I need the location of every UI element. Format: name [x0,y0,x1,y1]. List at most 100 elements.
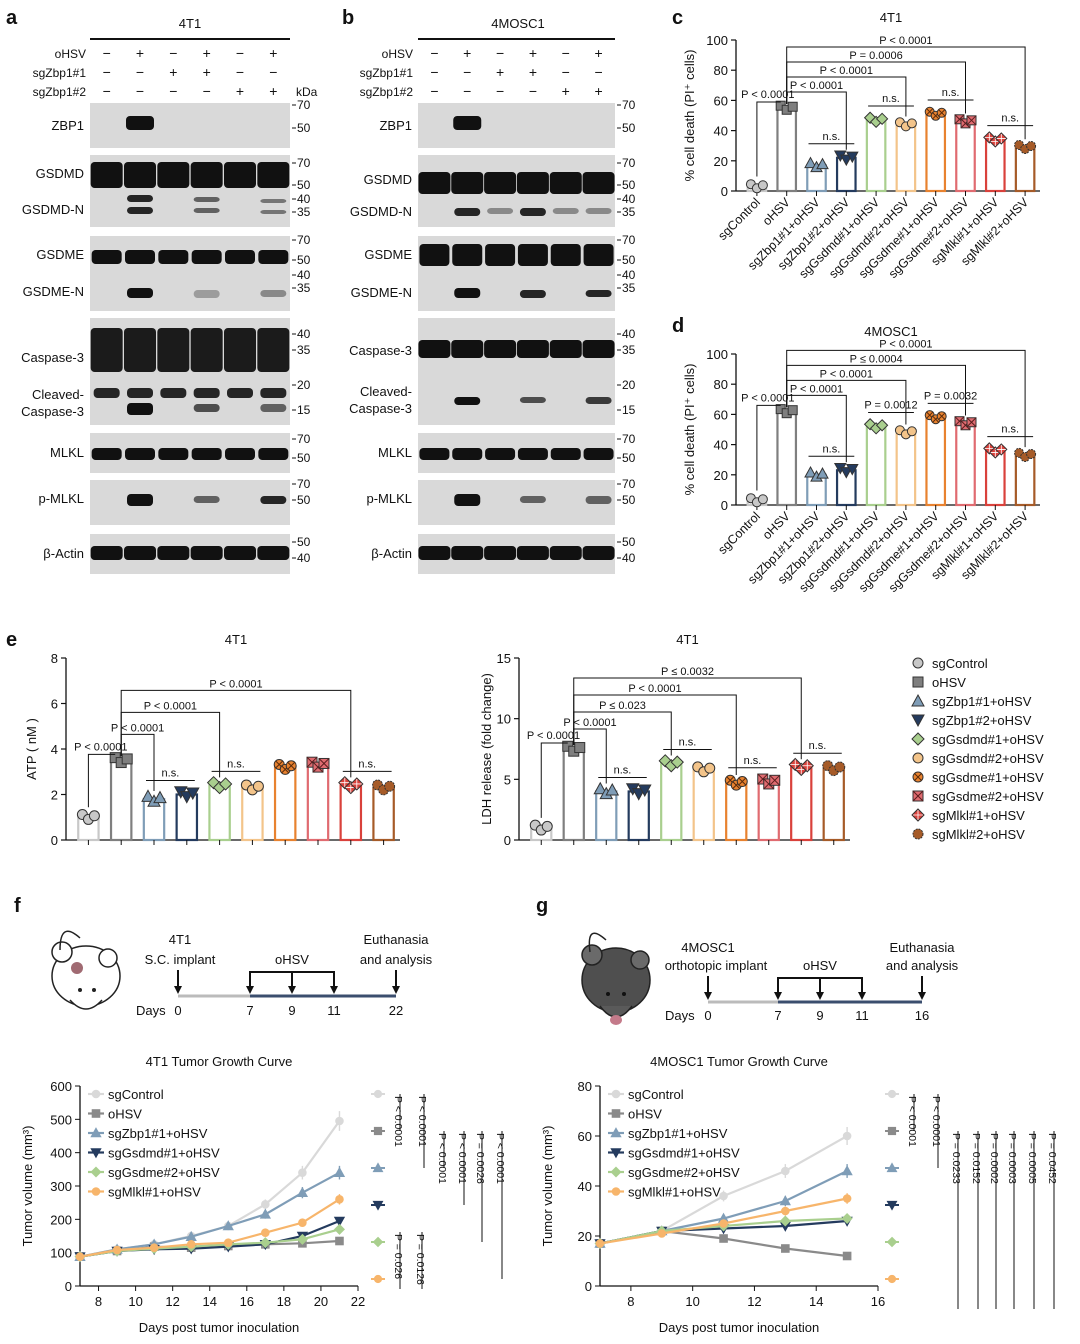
blot-sign: + [496,64,504,80]
legend-marker [912,752,924,764]
mw-marker: 50 [622,178,636,192]
y-tick-label: 20 [714,154,728,169]
blot-protein-label: p-MLKL [38,491,84,506]
blot-band [127,388,153,398]
blot-band [484,546,517,560]
legend-label: oHSV [932,675,966,690]
bar [984,449,1006,507]
pvalue-series-marker [372,1200,384,1211]
x-axis-label: Days post tumor inoculation [659,1320,819,1335]
y-tick-label: 4 [51,742,58,757]
data-point [804,465,817,478]
blot-band [585,290,612,297]
blot-band [93,388,120,398]
legend-marker [912,828,924,840]
blot-band [160,388,187,398]
schematic-day: 11 [327,1003,341,1018]
schematic-day: 9 [288,1003,295,1018]
blot-band [191,250,222,264]
blot-band [451,546,484,560]
pvalue-text: P = 0.0005 [1026,1133,1038,1184]
data-point [719,1191,728,1201]
blot-row-label: oHSV [55,47,86,61]
bar [725,781,748,842]
y-tick-label: 500 [50,1112,72,1127]
blot-band [91,250,122,264]
x-tick-label: sgControl [715,195,763,243]
blot-band [418,340,451,358]
annotation-text: P = 0.0006 [849,50,902,62]
pvalue-text: P < 0.0001 [930,1096,942,1147]
blot-sign: + [562,83,570,99]
y-tick-label: 100 [50,1246,72,1261]
blot-band [550,244,581,266]
blot-protein-label: β-Actin [43,546,84,561]
y-tick-label: 400 [50,1146,72,1161]
chart-title: 4T1 [880,10,902,25]
legend-label: sgZbp1#1+oHSV [932,694,1032,709]
y-tick-label: 100 [706,347,728,362]
mw-marker: 40 [297,268,311,282]
data-point [842,1194,852,1203]
bar [109,759,133,842]
series-line [79,1171,340,1258]
data-point [787,405,798,416]
blot-band [582,172,615,194]
blot-band [552,208,579,214]
blot-sign: + [269,45,277,61]
y-tick-label: 0 [504,833,511,848]
legend-label: sgGsdmd#2+oHSV [932,751,1044,766]
annotation-text: P < 0.0001 [820,368,873,380]
y-tick-label: 0 [721,184,728,199]
blot-band [193,290,220,298]
chart-title: 4T1 [676,632,698,647]
annotation-text: P < 0.0001 [790,80,843,92]
blot-band [127,494,153,506]
data-point [296,1186,309,1197]
x-tick-label: sgControl [715,509,763,557]
y-tick-label: 80 [714,63,728,78]
annotation-text: n.s. [614,764,632,776]
blot-band [260,388,287,398]
blot-band [485,448,516,460]
schematic-f: 4T1 S.C. implant oHSV Euthanasia and ana… [51,930,433,1018]
data-point [593,781,608,795]
data-point-cross [996,133,1006,143]
blot-band [124,546,156,560]
blot-band [582,340,615,358]
bar [925,112,947,193]
annotation-text: n.s. [809,740,827,752]
data-point [704,762,716,774]
blot-sign: − [594,64,602,80]
blot-band [225,448,255,460]
data-point [186,1240,196,1249]
mw-marker: 50 [622,253,636,267]
bar [692,768,715,842]
pvalue-text: P = 0.026 [392,1234,404,1279]
blot-band [224,328,256,372]
data-point [296,1233,308,1245]
data-point [335,1236,344,1246]
line-chart-f: 4T1 Tumor Growth Curve 0 100 200 300 400 500 60… [20,1054,506,1335]
x-tick-label: 16 [240,1294,254,1309]
legend-label: sgZbp1#1+oHSV [108,1126,208,1141]
blot-band [516,172,549,194]
blot-sign: − [103,45,111,61]
blot-band [485,244,516,266]
x-tick-label: 8 [95,1294,102,1309]
data-point [637,784,652,798]
legend-label: sgMlkl#1+oHSV [932,808,1025,823]
annotation-text: P ≤ 0.0032 [661,666,714,678]
annotation-text: P < 0.0001 [879,338,932,350]
blot-band [418,172,451,194]
legend-label: sgMlkl#1+oHSV [628,1185,721,1200]
blot-band [157,546,190,560]
legend-marker [911,714,925,728]
legend-label: sgGsdmd#1+oHSV [628,1146,740,1161]
blot-band [224,546,256,560]
blot-band [193,496,220,503]
data-point [779,1215,791,1227]
schematic-g: 4MOSC1 orthotopic implant oHSV Euthanasi… [581,932,959,1025]
blot-sign: + [594,83,602,99]
legend-marker [91,1187,101,1196]
